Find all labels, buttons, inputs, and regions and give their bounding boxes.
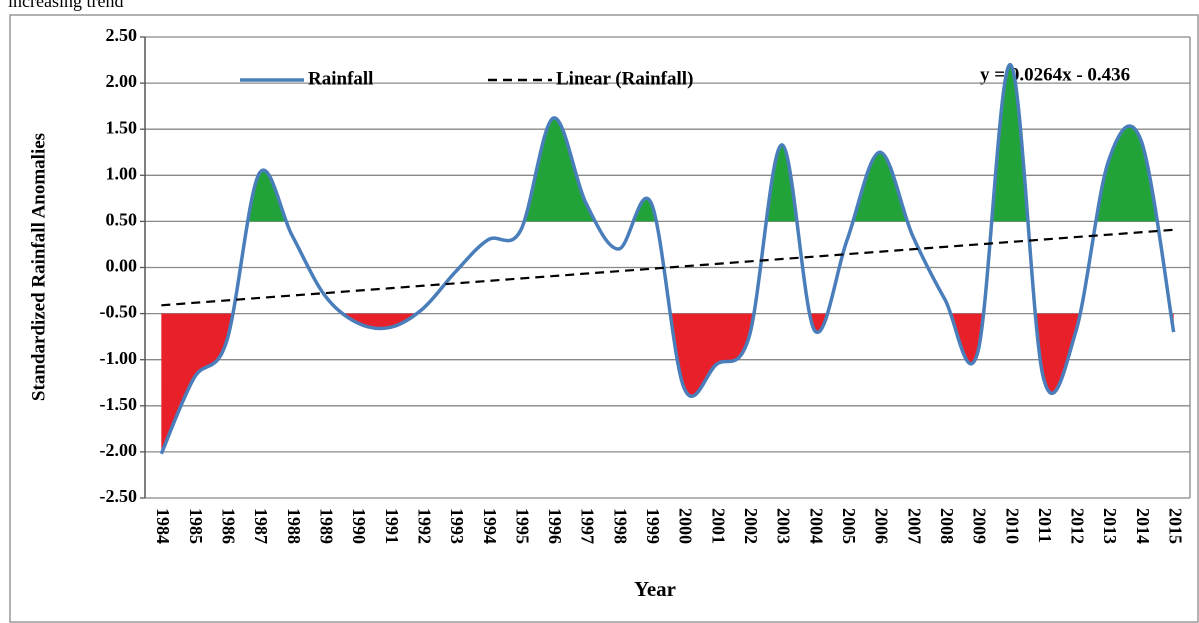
x-tick-label: 2015 (1166, 508, 1186, 544)
y-tick-label: -1.50 (100, 394, 138, 414)
x-tick-label: 2011 (1035, 508, 1055, 543)
y-tick-label: 2.00 (106, 71, 138, 91)
x-tick-label: 1997 (578, 508, 598, 544)
x-tick-label: 2000 (676, 508, 696, 544)
y-tick-label: 2.50 (106, 25, 138, 45)
x-tick-label: 1992 (414, 508, 434, 544)
y-tick-label: 1.00 (106, 163, 138, 183)
x-axis-label: Year (634, 577, 676, 601)
shade-below (161, 313, 1174, 454)
data-line (159, 62, 1176, 455)
x-tick-label: 1986 (219, 508, 239, 544)
x-tick-label: 1998 (610, 508, 630, 544)
x-tick-label: 2004 (806, 508, 826, 544)
y-axis-label: Standardized Rainfall Anomalies (28, 133, 49, 401)
trend-line (161, 228, 1174, 307)
y-tick-label: -2.50 (100, 486, 138, 506)
x-tick-label: 1984 (153, 508, 173, 544)
y-tick-label: -1.00 (100, 348, 138, 368)
x-tick-label: 2001 (708, 508, 728, 544)
legend-label: Linear (Rainfall) (556, 68, 693, 89)
x-tick-label: 2014 (1133, 508, 1153, 544)
x-tick-label: 1999 (643, 508, 663, 544)
x-tick-label: 1996 (545, 508, 565, 544)
y-tick-label: 0.50 (106, 210, 138, 230)
trend-equation: y = 0.0264x - 0.436 (980, 64, 1130, 85)
x-tick-label: 2002 (741, 508, 761, 544)
x-tick-label: 1993 (447, 508, 467, 544)
x-tick-label: 2012 (1068, 508, 1088, 544)
x-tick-label: 1985 (186, 508, 206, 544)
x-tick-label: 2008 (937, 508, 957, 544)
x-tick-label: 2005 (839, 508, 859, 544)
x-tick-label: 1988 (284, 508, 304, 544)
x-tick-label: 1987 (251, 508, 271, 544)
caption: increasing trend (8, 0, 123, 11)
x-tick-label: 2009 (970, 508, 990, 544)
y-tick-label: 1.50 (106, 117, 138, 137)
y-tick-label: -2.00 (100, 440, 138, 460)
y-tick-label: -0.50 (100, 302, 138, 322)
y-tick-label: 0.00 (106, 256, 138, 276)
x-tick-label: 1994 (480, 508, 500, 544)
x-tick-label: 1995 (512, 508, 532, 544)
x-tick-label: 2006 (872, 508, 892, 544)
x-tick-label: 2013 (1100, 508, 1120, 544)
x-tick-label: 1990 (349, 508, 369, 544)
legend-label: Rainfall (308, 68, 373, 89)
x-tick-label: 1991 (382, 508, 402, 544)
x-tick-label: 1989 (316, 508, 336, 544)
x-tick-label: 2010 (1002, 508, 1022, 544)
x-tick-label: 2003 (774, 508, 794, 544)
x-tick-label: 2007 (904, 508, 924, 544)
